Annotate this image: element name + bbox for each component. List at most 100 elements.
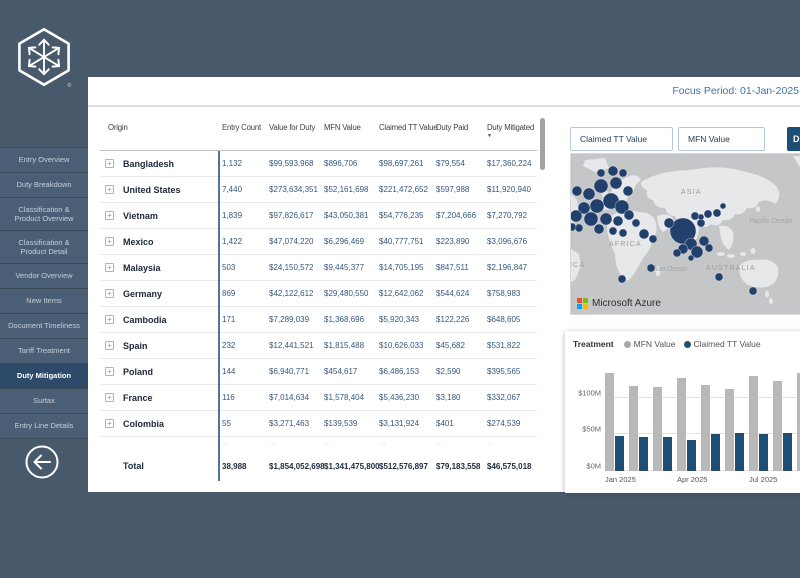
duty-action-button[interactable]: D — [787, 127, 800, 151]
bar-mfn[interactable] — [677, 378, 686, 471]
map-bubble[interactable] — [698, 235, 710, 247]
bar-claimed[interactable] — [615, 436, 624, 471]
table-row[interactable]: + Bangladesh 1,132 $99,593,968 $896,706 … — [100, 151, 537, 177]
map-bubble[interactable] — [748, 286, 758, 296]
sidebar-item-new-items[interactable]: New Items — [0, 288, 88, 313]
map-bubble[interactable] — [719, 202, 727, 210]
sidebar-item-classification-product-overview[interactable]: Classification & Product Overview — [0, 197, 88, 230]
slicer-mfn-value[interactable]: MFN Value — [678, 127, 765, 151]
column-header-entry-count[interactable]: Entry Count — [222, 123, 261, 132]
map-bubble[interactable] — [697, 213, 705, 221]
map-bubble[interactable] — [648, 234, 658, 244]
map-bubble[interactable] — [593, 223, 605, 235]
column-header-value-for-duty[interactable]: Value for Duty — [269, 123, 316, 132]
map-bubble[interactable] — [609, 176, 623, 190]
map-bubble[interactable] — [608, 226, 618, 236]
bar-claimed[interactable] — [639, 437, 648, 471]
column-header-duty-mitigated[interactable]: Duty Mitigated ▼ — [483, 123, 537, 146]
column-header-duty-paid[interactable]: Duty Paid — [436, 123, 469, 132]
map-bubble[interactable] — [622, 185, 634, 197]
expand-icon[interactable]: + — [105, 263, 114, 272]
bar-claimed[interactable] — [663, 437, 672, 471]
map-bubble[interactable] — [571, 185, 583, 197]
map-bubble[interactable] — [571, 222, 577, 232]
bar-group-apr-2025[interactable] — [677, 378, 696, 471]
map-bubble[interactable] — [712, 208, 722, 218]
map-bubble[interactable] — [690, 245, 704, 259]
map-bubble[interactable] — [618, 228, 628, 238]
bar-group-jul-2025[interactable] — [749, 376, 768, 471]
sidebar-item-duty-breakdown[interactable]: Duty Breakdown — [0, 172, 88, 197]
bar-group-aug-2025[interactable] — [773, 381, 792, 471]
expand-icon[interactable]: + — [105, 237, 114, 246]
map-bubble[interactable] — [631, 218, 641, 228]
map-bubble[interactable] — [617, 274, 627, 284]
bar-mfn[interactable] — [653, 387, 662, 471]
map-bubble[interactable] — [672, 248, 682, 258]
map-bubble[interactable] — [612, 215, 624, 227]
map-bubble[interactable] — [583, 211, 599, 227]
bar-mfn[interactable] — [797, 373, 800, 471]
world-map-visual[interactable]: ASIA AFRICA AUSTRALIA AMERICA Pacific Ocean I… — [570, 153, 800, 315]
expand-icon[interactable]: + — [105, 367, 114, 376]
bar-mfn[interactable] — [749, 376, 758, 471]
table-total-row[interactable]: + Total 38,988 $1,854,052,698 $1,341,475… — [100, 451, 537, 481]
expand-icon[interactable]: + — [105, 315, 114, 324]
bar-mfn[interactable] — [701, 385, 710, 471]
bar-group-mar-2025[interactable] — [653, 387, 672, 471]
table-row[interactable]: + Vietnam 1,839 $97,826,617 $43,050,381 … — [100, 203, 537, 229]
sidebar-item-entry-overview[interactable]: Entry Overview — [0, 147, 88, 172]
expand-icon[interactable]: + — [105, 341, 114, 350]
table-row[interactable]: + Mexico 1,422 $47,074,220 $6,296,469 $4… — [100, 229, 537, 255]
bar-claimed[interactable] — [687, 440, 696, 471]
expand-icon[interactable]: + — [105, 393, 114, 402]
sidebar-item-document-timeliness[interactable]: Document Timeliness — [0, 313, 88, 338]
column-header-mfn-value[interactable]: MFN Value — [324, 123, 361, 132]
bar-group-feb-2025[interactable] — [629, 386, 648, 471]
table-row[interactable]: + Spain 232 $12,441,521 $1,815,488 $10,6… — [100, 333, 537, 359]
map-bubble[interactable] — [577, 201, 591, 215]
table-row[interactable]: + United States 7,440 $273,634,351 $52,1… — [100, 177, 537, 203]
table-row[interactable]: + Malaysia 503 $24,150,572 $9,445,377 $1… — [100, 255, 537, 281]
bar-claimed[interactable] — [711, 434, 720, 471]
bar-mfn[interactable] — [629, 386, 638, 471]
map-bubble[interactable] — [607, 165, 619, 177]
expand-icon[interactable]: + — [105, 159, 114, 168]
legend-item-mfn-value[interactable]: MFN Value — [623, 339, 676, 349]
sidebar-item-vendor-overview[interactable]: Vendor Overview — [0, 263, 88, 288]
bar-group-jun-2025[interactable] — [725, 389, 744, 471]
sidebar-item-surtax[interactable]: Surtax — [0, 388, 88, 413]
column-header-claimed-tt-value[interactable]: Claimed TT Value — [379, 123, 438, 132]
column-header-origin[interactable]: Origin — [108, 123, 128, 132]
bar-mfn[interactable] — [605, 373, 614, 471]
expand-icon[interactable]: + — [105, 419, 114, 428]
bar-group-jan-2025[interactable] — [605, 373, 624, 471]
table-row[interactable]: + Cambodia 171 $7,289,039 $1,368,696 $5,… — [100, 307, 537, 333]
bar-group-sep-2025[interactable] — [797, 373, 800, 471]
bar-mfn[interactable] — [725, 389, 734, 471]
bar-claimed[interactable] — [759, 434, 768, 471]
map-bubble[interactable] — [703, 209, 713, 219]
expand-icon[interactable]: + — [105, 211, 114, 220]
table-row[interactable]: + Germany 869 $42,122,612 $29,480,550 $1… — [100, 281, 537, 307]
back-button[interactable] — [24, 444, 60, 480]
sidebar-item-entry-line-details[interactable]: Entry Line Details — [0, 413, 88, 438]
map-bubble[interactable] — [638, 228, 650, 240]
map-bubble[interactable] — [574, 223, 584, 233]
sidebar-item-duty-mitigation[interactable]: Duty Mitigation — [0, 363, 88, 388]
map-bubble[interactable] — [714, 272, 724, 282]
map-bubble[interactable] — [599, 212, 613, 226]
map-bubble[interactable] — [690, 211, 700, 221]
bar-claimed[interactable] — [783, 433, 792, 471]
bar-mfn[interactable] — [773, 381, 782, 471]
table-row-clipped[interactable]: + ··· ··· ··· ··· ··· ··· — [100, 437, 537, 451]
map-bubble[interactable] — [618, 168, 628, 178]
table-row[interactable]: + Colombia 55 $3,271,463 $139,539 $3,131… — [100, 411, 537, 437]
slicer-claimed-tt-value[interactable]: Claimed TT Value — [570, 127, 673, 151]
map-bubble[interactable] — [623, 209, 635, 221]
map-bubble[interactable] — [646, 263, 656, 273]
bar-claimed[interactable] — [735, 433, 744, 471]
legend-item-claimed-tt-value[interactable]: Claimed TT Value — [683, 339, 761, 349]
bar-group-may-2025[interactable] — [701, 385, 720, 471]
table-row[interactable]: + France 116 $7,014,634 $1,578,404 $5,43… — [100, 385, 537, 411]
